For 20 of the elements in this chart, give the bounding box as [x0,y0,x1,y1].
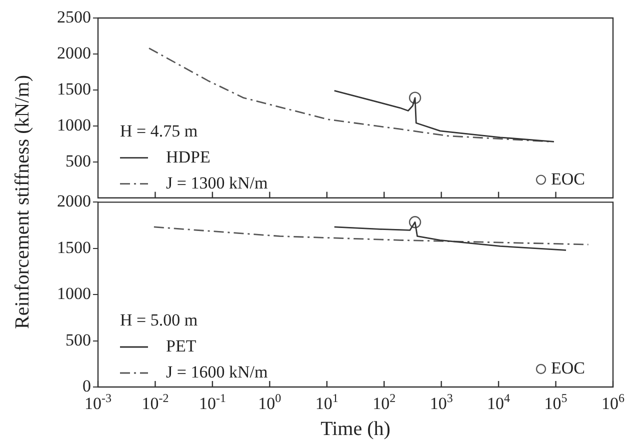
y-tick-label: 2000 [57,43,91,62]
legend-title: H = 5.00 m [120,310,198,330]
y-tick-label: 1000 [57,284,91,304]
y-tick-label: 500 [66,151,91,170]
legend-label: EOC [551,358,585,378]
legend-label: J = 1600 kN/m [166,362,268,382]
y-tick-label: 1500 [57,238,91,257]
legend-label: HDPE [166,147,210,166]
y-tick-label: 0 [82,376,91,396]
y-tick-label: 1500 [57,79,91,98]
y-axis-title: Reinforcement stiffness (kN/m) [12,74,34,330]
y-tick-label: 500 [66,330,91,350]
x-axis-title: Time (h) [320,418,390,440]
legend-label: PET [166,336,197,356]
legend-label: EOC [551,169,585,188]
y-tick-label: 1000 [57,115,91,134]
y-tick-label: 2500 [57,7,91,26]
legend-label: J = 1300 kN/m [166,173,268,192]
y-tick-label: 2000 [57,192,91,211]
legend-title: H = 4.75 m [120,121,198,140]
